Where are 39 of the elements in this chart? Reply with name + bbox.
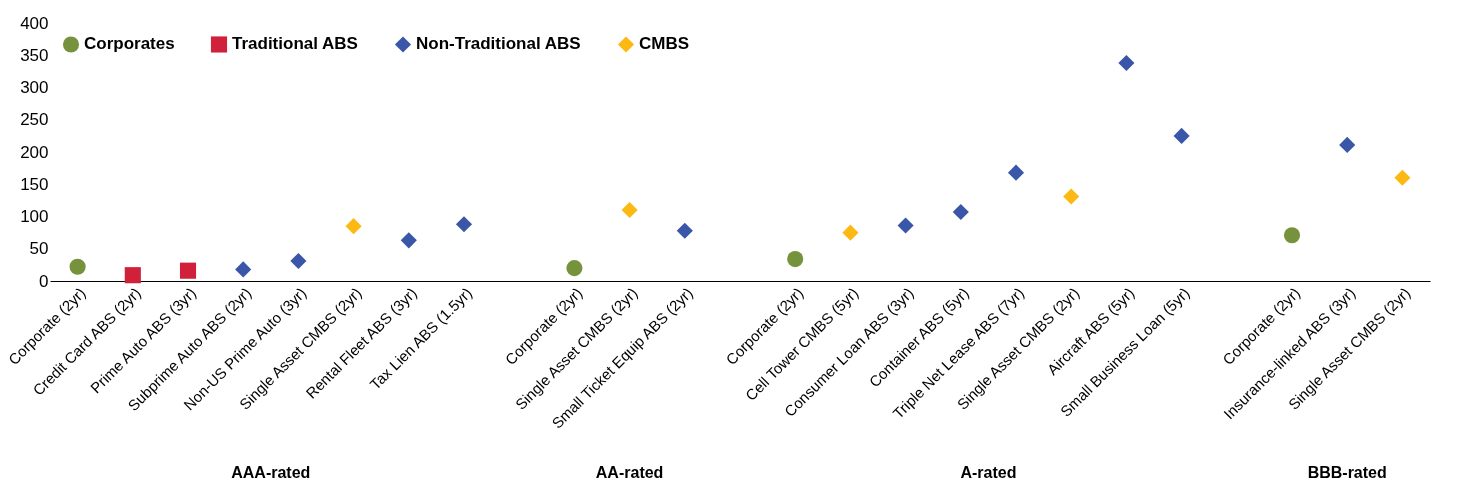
point <box>69 258 86 275</box>
text: BBB-rated <box>1307 464 1387 481</box>
text: AAA-rated <box>231 464 311 481</box>
point <box>1339 136 1356 153</box>
y-tick-label: 0 <box>39 271 49 291</box>
point <box>400 232 417 249</box>
point <box>124 267 141 284</box>
point <box>290 252 307 270</box>
point <box>1173 127 1190 144</box>
point <box>179 262 197 279</box>
y-tick-label: 250 <box>20 110 49 130</box>
y-tick-label: 50 <box>29 239 49 259</box>
point <box>952 203 969 221</box>
legend-label: Corporates <box>84 34 175 54</box>
point <box>235 261 252 278</box>
point <box>345 218 362 235</box>
text: A-rated <box>960 464 1017 481</box>
point <box>1283 227 1301 244</box>
legend-label: Traditional ABS <box>232 34 358 54</box>
y-tick-label: 350 <box>20 45 49 65</box>
y-tick-label: 200 <box>20 142 49 162</box>
point <box>455 216 473 233</box>
point <box>676 222 693 239</box>
point <box>787 251 804 268</box>
y-tick-label: 100 <box>20 207 49 226</box>
point <box>1394 169 1411 186</box>
point <box>621 201 638 219</box>
point <box>566 260 583 277</box>
point <box>1118 54 1135 72</box>
text: AA-rated <box>595 464 664 481</box>
y-tick-label: 150 <box>20 174 49 194</box>
legend-label: CMBS <box>639 34 690 54</box>
y-tick-label: 300 <box>20 78 49 97</box>
point <box>1007 164 1025 181</box>
legend-label: Non-Traditional ABS <box>416 34 581 54</box>
point <box>897 217 914 234</box>
point <box>842 224 859 241</box>
y-tick-label: 400 <box>20 13 49 33</box>
point <box>1063 188 1080 205</box>
